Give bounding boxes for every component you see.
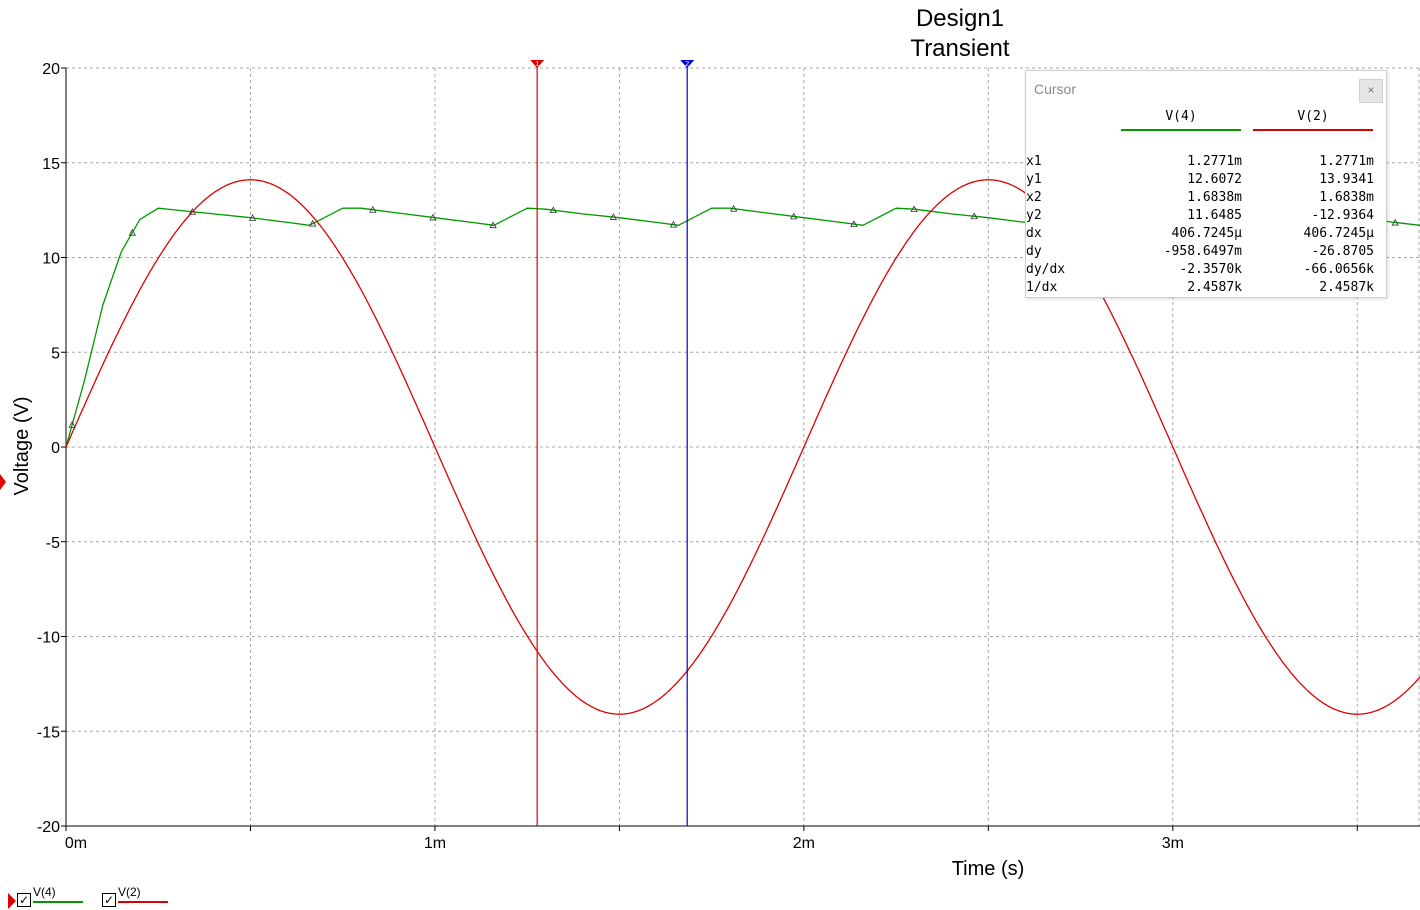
y-tick-label: 20 bbox=[42, 61, 60, 78]
cursor-value-v2: -66.0656k bbox=[1303, 262, 1374, 277]
cursor-column-swatch-v2 bbox=[1253, 129, 1373, 131]
cursor-value-v4: 2.4587k bbox=[1187, 280, 1242, 295]
cursor-row-dy-dx: dy/dx -2.3570k -66.0656k bbox=[1026, 261, 1374, 279]
cursor-row-label: x1 bbox=[1026, 154, 1042, 169]
legend-marker-icon bbox=[8, 893, 16, 909]
cursor-value-v4: -958.6497m bbox=[1163, 244, 1242, 259]
x-tick-label: 1m bbox=[424, 835, 446, 852]
cursor-values-table: x1 1.2771m 1.2771m y1 12.6072 13.9341 x2 1.6838… bbox=[1026, 153, 1374, 297]
cursor-value-v4: 406.7245µ bbox=[1171, 226, 1242, 241]
cursor-value-v4: 11.6485 bbox=[1187, 208, 1242, 223]
y-tick-label: 5 bbox=[51, 345, 60, 362]
series-line-v2 bbox=[65, 179, 1420, 715]
cursor-row-label: dy/dx bbox=[1026, 262, 1066, 277]
triangle-marker-icon bbox=[429, 213, 437, 221]
x-axis-label: Time (s) bbox=[952, 858, 1025, 880]
cursor-panel[interactable]: Cursor × V(4) V(2) x1 1.2771m 1.2771m y1 12.… bbox=[1025, 70, 1387, 298]
cursor-value-v2: 1.6838m bbox=[1319, 190, 1374, 205]
triangle-marker-icon bbox=[489, 221, 497, 229]
y-axis-marker-icon bbox=[0, 474, 6, 490]
cursor-row-label: dy bbox=[1026, 244, 1042, 259]
triangle-marker-icon bbox=[669, 220, 678, 228]
y-tick-label: -10 bbox=[37, 630, 60, 647]
triangle-marker-icon bbox=[549, 206, 557, 214]
triangle-marker-icon bbox=[790, 212, 798, 220]
cursor-row-1-dx: 1/dx 2.4587k 2.4587k bbox=[1026, 279, 1374, 297]
cursor-row-label: y1 bbox=[1026, 172, 1042, 187]
cursor-row-x2: x2 1.6838m 1.6838m bbox=[1026, 189, 1374, 207]
triangle-marker-icon bbox=[68, 421, 76, 428]
triangle-marker-icon bbox=[128, 228, 136, 236]
cursor-column-header-v2: V(2) bbox=[1297, 109, 1329, 124]
cursor-value-v4: 12.6072 bbox=[1187, 172, 1242, 187]
cursor-row-y1: y1 12.6072 13.9341 bbox=[1026, 171, 1374, 189]
chart-title: Design1 bbox=[915, 5, 1005, 32]
triangle-marker-icon bbox=[309, 219, 317, 227]
cursor-value-v2: 1.2771m bbox=[1319, 154, 1374, 169]
y-tick-label: 0 bbox=[51, 440, 60, 457]
cursor-1[interactable]: 1 bbox=[530, 60, 545, 826]
cursor-2[interactable]: 2 bbox=[680, 60, 695, 826]
y-tick-label: 15 bbox=[42, 156, 60, 173]
legend-label: V(2) bbox=[118, 885, 141, 899]
cursor-number: 1 bbox=[535, 61, 539, 68]
cursor-value-v4: 1.6838m bbox=[1187, 190, 1242, 205]
triangle-marker-icon bbox=[910, 205, 918, 213]
cursor-row-label: dx bbox=[1026, 226, 1042, 241]
cursor-row-label: y2 bbox=[1026, 208, 1042, 223]
cursor-value-v2: -26.8705 bbox=[1311, 244, 1374, 259]
y-axis-label: Voltage (V) bbox=[11, 397, 33, 496]
cursor-row-dx: dx 406.7245µ 406.7245µ bbox=[1026, 225, 1374, 243]
cursor-value-v2: 406.7245µ bbox=[1303, 226, 1374, 241]
x-tick-label: 0m bbox=[65, 835, 87, 852]
cursor-row-label: 1/dx bbox=[1026, 280, 1058, 295]
cursor-row-y2: y2 11.6485 -12.9364 bbox=[1026, 207, 1374, 225]
y-tick-label: -5 bbox=[46, 535, 60, 552]
cursor-panel-title: Cursor bbox=[1034, 81, 1077, 97]
cursor-column-swatch-v4 bbox=[1121, 129, 1241, 131]
triangle-marker-icon bbox=[1391, 218, 1399, 226]
x-tick-label: 2m bbox=[793, 835, 815, 852]
triangle-marker-icon bbox=[609, 213, 618, 220]
chart-subtitle: Transient bbox=[910, 35, 1010, 62]
legend-swatch bbox=[118, 901, 168, 903]
x-tick-label: 3m bbox=[1162, 835, 1184, 852]
close-icon[interactable]: × bbox=[1359, 79, 1383, 103]
cursor-row-x1: x1 1.2771m 1.2771m bbox=[1026, 153, 1374, 171]
triangle-marker-icon bbox=[850, 220, 858, 228]
cursor-handle-icon[interactable] bbox=[680, 60, 695, 68]
tick-labels: 20 15 10 5 0 -5 -10 -15 -20 0m 1m 2m 3m bbox=[37, 61, 1358, 852]
triangle-marker-icon bbox=[248, 214, 257, 221]
cursor-value-v2: -12.9364 bbox=[1311, 208, 1374, 223]
cursor-value-v4: -2.3570k bbox=[1179, 262, 1242, 277]
y-tick-label: -15 bbox=[37, 724, 60, 741]
triangle-marker-icon bbox=[970, 212, 978, 220]
cursor-row-dy: dy -958.6497m -26.8705 bbox=[1026, 243, 1374, 261]
y-tick-label: -20 bbox=[37, 819, 60, 836]
legend-label: V(4) bbox=[33, 885, 56, 899]
cursor-value-v2: 13.9341 bbox=[1319, 172, 1374, 187]
triangle-marker-icon bbox=[729, 204, 738, 212]
cursor-value-v4: 1.2771m bbox=[1187, 154, 1242, 169]
checkbox-icon[interactable]: ✓ bbox=[17, 893, 31, 907]
triangle-marker-icon bbox=[188, 207, 197, 215]
legend-swatch bbox=[33, 901, 83, 903]
cursor-number: 2 bbox=[685, 61, 689, 68]
y-tick-label: 10 bbox=[42, 251, 60, 268]
cursor-row-label: x2 bbox=[1026, 190, 1042, 205]
cursor-handle-icon[interactable] bbox=[530, 60, 545, 68]
cursor-value-v2: 2.4587k bbox=[1319, 280, 1374, 295]
triangle-marker-icon bbox=[369, 205, 377, 213]
checkbox-icon[interactable]: ✓ bbox=[102, 893, 116, 907]
cursor-column-header-v4: V(4) bbox=[1165, 109, 1197, 124]
